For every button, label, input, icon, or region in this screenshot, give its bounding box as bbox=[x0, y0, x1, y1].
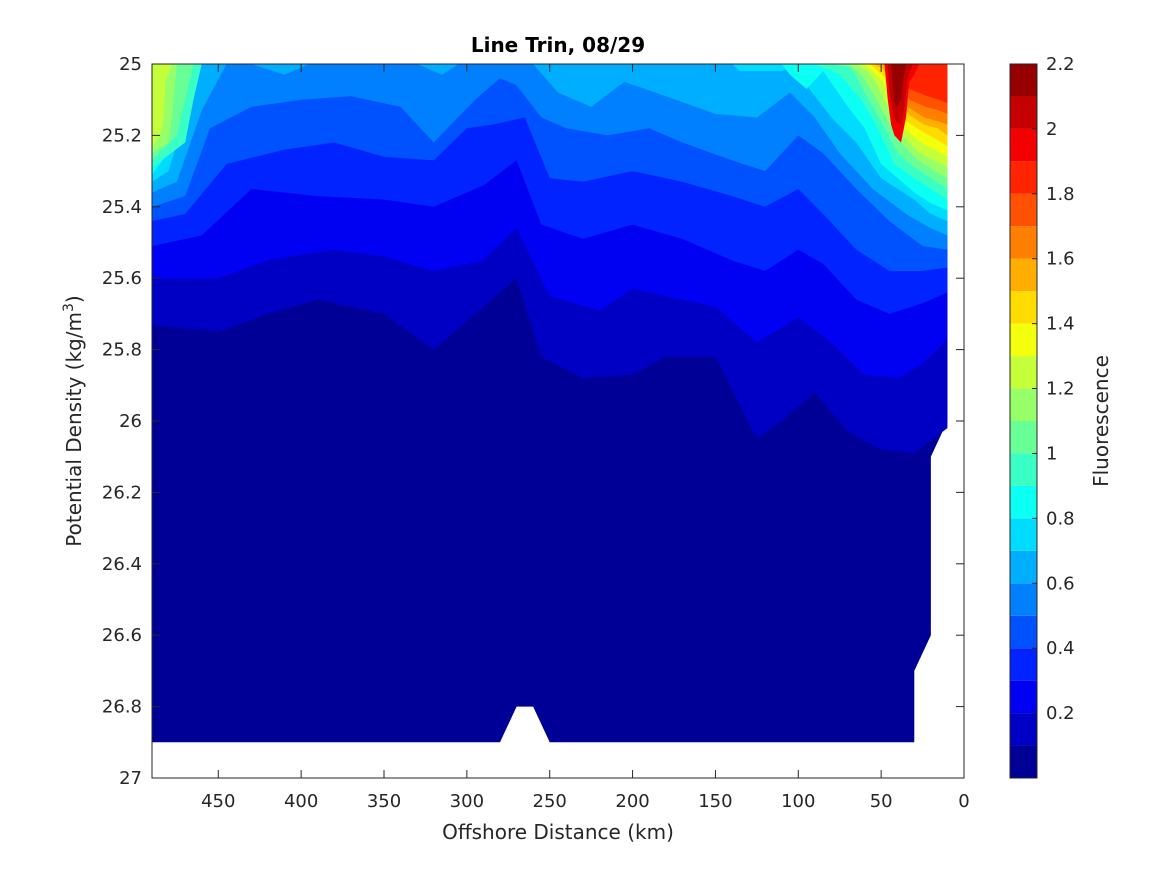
colorbar-band bbox=[1010, 323, 1037, 357]
y-axis: 25 25.2 25.4 25.6 25.8 26 26.2 26.4 26.6 26.8 27 bbox=[102, 54, 964, 789]
x-tick-label: 150 bbox=[698, 791, 732, 812]
colorbar-title: Fluorescence bbox=[1089, 355, 1113, 487]
x-axis-title: Offshore Distance (km) bbox=[442, 820, 674, 844]
colorbar-band bbox=[1010, 356, 1037, 389]
y-tick-label: 26 bbox=[119, 411, 142, 432]
colorbar-band bbox=[1010, 745, 1037, 778]
colorbar-band bbox=[1010, 485, 1037, 519]
colorbar-band bbox=[1010, 648, 1037, 681]
colorbar-band bbox=[1010, 550, 1037, 584]
colorbar-tick-label: 0.6 bbox=[1046, 573, 1075, 594]
y-tick-label: 26.8 bbox=[102, 697, 142, 718]
x-tick-label: 250 bbox=[533, 791, 567, 812]
colorbar-tick-label: 2 bbox=[1046, 119, 1057, 140]
y-tick-label: 25.8 bbox=[102, 340, 142, 361]
colorbar: 0.2 0.4 0.6 0.8 1 1.2 1.4 1.6 1.8 2 2.2 bbox=[1009, 54, 1075, 779]
y-tick-label: 26.4 bbox=[102, 554, 142, 575]
y-axis-title: Potential Density (kg/m3) bbox=[61, 295, 86, 546]
colorbar-band bbox=[1010, 421, 1037, 454]
x-axis: 450 400 350 300 250 200 150 100 50 0 bbox=[201, 64, 970, 812]
contour-band-2.1 bbox=[891, 64, 906, 107]
contour-band-1.1 bbox=[152, 64, 948, 179]
colorbar-band bbox=[1010, 226, 1037, 259]
colorbar-band bbox=[1010, 583, 1037, 616]
colorbar-band bbox=[1010, 518, 1037, 551]
colorbar-band bbox=[1010, 291, 1037, 324]
y-tick-label: 26.6 bbox=[102, 625, 142, 646]
colorbar-band bbox=[1010, 96, 1037, 129]
contour-band-0.6 bbox=[152, 64, 948, 236]
x-tick-label: 450 bbox=[201, 791, 235, 812]
x-tick-label: 50 bbox=[870, 791, 893, 812]
colorbar-tick-label: 0.4 bbox=[1046, 638, 1075, 659]
x-tick-label: 350 bbox=[367, 791, 401, 812]
y-tick-label: 25.6 bbox=[102, 268, 142, 289]
chart-title: Line Trin, 08/29 bbox=[471, 33, 645, 57]
colorbar-tick-label: 1 bbox=[1046, 443, 1057, 464]
colorbar-band bbox=[1010, 193, 1037, 227]
colorbar-tick-label: 0.2 bbox=[1046, 703, 1075, 724]
y-tick-label: 25.2 bbox=[102, 125, 142, 146]
colorbar-band bbox=[1010, 128, 1037, 162]
y-axis-title-close: ) bbox=[62, 295, 86, 303]
x-tick-label: 400 bbox=[284, 791, 318, 812]
x-tick-label: 300 bbox=[450, 791, 484, 812]
colorbar-tick-label: 1.8 bbox=[1046, 184, 1075, 205]
y-tick-label: 25 bbox=[119, 54, 142, 75]
x-tick-label: 0 bbox=[958, 791, 969, 812]
colorbar-band bbox=[1010, 161, 1037, 194]
colorbar-tick-label: 1.6 bbox=[1046, 249, 1075, 270]
colorbar-tick-label: 2.2 bbox=[1046, 54, 1075, 75]
x-tick-label: 200 bbox=[615, 791, 649, 812]
y-axis-title-superscript: 3 bbox=[61, 303, 77, 312]
colorbar-band bbox=[1010, 615, 1037, 649]
x-tick-label: 100 bbox=[781, 791, 815, 812]
colorbar-tick-label: 1.4 bbox=[1046, 314, 1075, 335]
contour-fills bbox=[152, 64, 948, 743]
colorbar-tick-label: 1.2 bbox=[1046, 379, 1075, 400]
colorbar-band bbox=[1010, 453, 1037, 486]
colorbar-band bbox=[1010, 713, 1037, 746]
colorbar-band bbox=[1010, 388, 1037, 421]
y-tick-label: 27 bbox=[119, 768, 142, 789]
colorbar-band bbox=[1010, 258, 1037, 292]
colorbar-band bbox=[1010, 680, 1037, 714]
colorbar-tick-label: 0.8 bbox=[1046, 508, 1075, 529]
y-tick-label: 25.4 bbox=[102, 197, 142, 218]
colorbar-frame bbox=[1009, 63, 1038, 779]
contour-band-1.8 bbox=[882, 64, 948, 104]
colorbar-band bbox=[1010, 64, 1037, 97]
y-axis-title-main: Potential Density (kg/m bbox=[62, 312, 86, 547]
y-tick-label: 26.2 bbox=[102, 482, 142, 503]
